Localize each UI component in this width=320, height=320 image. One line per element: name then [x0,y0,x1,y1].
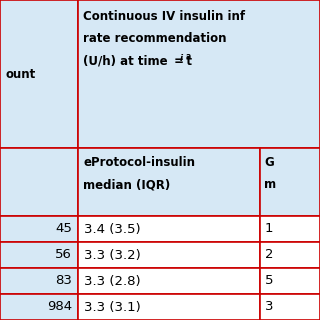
Text: rate recommendation: rate recommendation [83,32,227,45]
Text: G: G [264,156,274,169]
Text: 45: 45 [55,222,72,236]
Bar [78,148,260,216]
Text: 984: 984 [47,300,72,314]
Text: m: m [264,178,276,191]
Text: 3.3 (2.8): 3.3 (2.8) [84,275,140,287]
Bar [260,294,320,320]
Bar [260,216,320,242]
Text: ount: ount [5,68,35,81]
Bar [260,268,320,294]
Text: 56: 56 [55,249,72,261]
Text: 1: 1 [265,222,274,236]
Text: 3.3 (3.2): 3.3 (3.2) [84,249,141,261]
Text: 3.4 (3.5): 3.4 (3.5) [84,222,140,236]
Text: Continuous IV insulin inf: Continuous IV insulin inf [83,10,245,23]
Bar [0,242,78,268]
Bar [78,216,260,242]
Text: median (IQR): median (IQR) [83,178,170,191]
Text: 5: 5 [265,275,274,287]
Text: i: i [180,54,183,63]
Bar [78,268,260,294]
Bar [0,0,78,148]
Text: 3: 3 [265,300,274,314]
Text: 3.3 (3.1): 3.3 (3.1) [84,300,141,314]
Bar [260,148,320,216]
Text: 2: 2 [265,249,274,261]
Bar [0,148,78,216]
Bar [78,294,260,320]
Bar [0,268,78,294]
Text: eProtocol-insulin: eProtocol-insulin [83,156,195,169]
Bar [78,0,320,148]
Bar [0,294,78,320]
Text: (U/h) at time  = t: (U/h) at time = t [83,54,192,67]
Bar [260,242,320,268]
Bar [78,242,260,268]
Text: a: a [186,52,191,61]
Bar [0,216,78,242]
Text: 83: 83 [55,275,72,287]
